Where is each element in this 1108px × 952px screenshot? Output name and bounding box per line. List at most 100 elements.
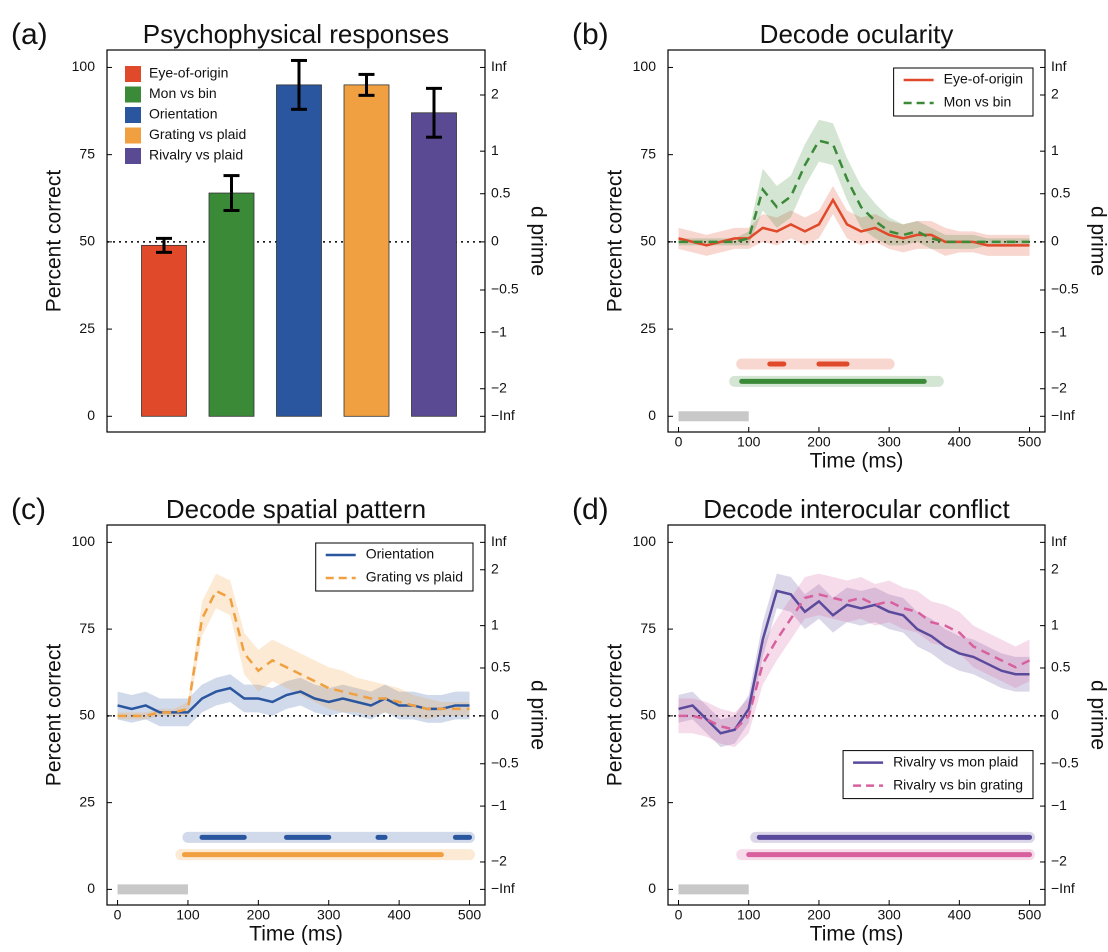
axes-frame xyxy=(106,49,486,433)
y-tick-label: 0 xyxy=(648,407,656,423)
y2-tick-label: 0 xyxy=(491,233,499,249)
y2-tick-label: 0 xyxy=(491,707,499,723)
y2-tick-label: 0 xyxy=(1051,707,1059,723)
legend-label: Rivalry vs bin grating xyxy=(893,776,1023,792)
panel-label: (c) xyxy=(11,493,46,526)
panel-label: (a) xyxy=(11,18,48,51)
y2-tick-label: Inf xyxy=(1051,533,1067,549)
bar xyxy=(411,112,457,417)
y2-axis-label: d prime xyxy=(1086,206,1108,276)
y2-tick-label: 2 xyxy=(491,86,499,102)
bar xyxy=(343,84,390,417)
legend-swatch xyxy=(125,86,141,103)
stimulus-bar xyxy=(678,411,749,422)
y2-tick-label: −Inf xyxy=(491,880,515,896)
x-tick-label: 300 xyxy=(877,434,901,450)
y2-tick-label: −1 xyxy=(491,797,507,813)
y2-tick-label: 0.5 xyxy=(491,184,511,200)
y2-tick-label: −Inf xyxy=(1051,407,1075,423)
x-tick-label: 400 xyxy=(948,907,972,923)
legend-label: Mon vs bin xyxy=(149,85,217,101)
panel-label: (b) xyxy=(572,18,609,51)
y-tick-label: 75 xyxy=(79,145,95,161)
error-bar xyxy=(426,86,442,139)
legend-label: Eye-of-origin xyxy=(149,65,228,81)
y-axis-label: Percent correct xyxy=(604,644,627,787)
legend: Rivalry vs mon plaid Rivalry vs bin grati… xyxy=(842,750,1034,800)
y-tick-label: 75 xyxy=(640,620,656,636)
y2-axis-label: d prime xyxy=(1086,680,1108,750)
legend-label: Rivalry vs plaid xyxy=(149,147,243,163)
y2-tick-label: 1 xyxy=(491,616,499,632)
y-tick-label: 100 xyxy=(633,533,657,549)
bar xyxy=(276,84,322,417)
y2-tick-label: −2 xyxy=(1051,379,1067,395)
y2-tick-label: Inf xyxy=(1051,58,1067,74)
x-axis-label: Time (ms) xyxy=(249,923,343,946)
y2-tick-label: 1 xyxy=(1051,142,1059,158)
x-tick-label: 200 xyxy=(247,907,271,923)
y-tick-label: 50 xyxy=(640,233,656,249)
y2-tick-label: 2 xyxy=(1051,560,1059,576)
confidence-band xyxy=(678,186,1030,256)
x-tick-label: 0 xyxy=(675,434,683,450)
y-tick-label: 50 xyxy=(79,233,95,249)
y2-tick-label: −Inf xyxy=(491,407,515,423)
legend-label: Eye-of-origin xyxy=(944,71,1023,87)
y-tick-label: 0 xyxy=(648,880,656,896)
error-bar xyxy=(291,58,307,111)
y2-tick-label: 2 xyxy=(1051,86,1059,102)
y-tick-label: 100 xyxy=(72,533,96,549)
stimulus-bar xyxy=(117,884,188,895)
y-tick-label: 75 xyxy=(79,620,95,636)
error-bar xyxy=(358,72,375,97)
legend-label: Grating vs plaid xyxy=(149,126,246,142)
legend-label: Mon vs bin xyxy=(944,94,1012,110)
y-tick-label: 25 xyxy=(640,320,656,336)
confidence-band xyxy=(678,573,1030,748)
series-line xyxy=(678,197,1030,247)
y2-tick-label: 2 xyxy=(491,560,499,576)
x-tick-label: 100 xyxy=(737,434,761,450)
x-tick-label: 0 xyxy=(114,907,122,923)
y2-axis-label: d prime xyxy=(526,206,549,276)
chart-title: Psychophysical responses xyxy=(143,19,449,49)
legend-label: Grating vs plaid xyxy=(366,569,463,585)
y-tick-label: 25 xyxy=(79,793,95,809)
confidence-band xyxy=(117,674,470,727)
y2-tick-label: Inf xyxy=(491,533,507,549)
legend: Orientation Grating vs plaid xyxy=(315,542,474,592)
x-tick-label: 500 xyxy=(458,907,482,923)
series-line xyxy=(678,139,1030,244)
legend: Eye-of-origin Mon vs bin xyxy=(893,67,1034,117)
y2-axis-label: d prime xyxy=(526,680,549,750)
bar xyxy=(208,192,255,417)
chart-title: Decode ocularity xyxy=(760,19,954,49)
y2-tick-label: −1 xyxy=(1051,323,1067,339)
y2-tick-label: −1 xyxy=(1051,797,1067,813)
x-tick-label: 400 xyxy=(948,434,972,450)
y2-tick-label: −0.5 xyxy=(491,281,519,297)
legend-label: Orientation xyxy=(149,106,217,122)
error-bar xyxy=(223,174,240,212)
y-tick-label: 100 xyxy=(72,58,96,74)
confidence-band xyxy=(678,119,1030,249)
x-tick-label: 0 xyxy=(675,907,683,923)
y2-tick-label: −2 xyxy=(491,853,507,869)
y2-tick-label: −0.5 xyxy=(1051,754,1079,770)
y2-tick-label: −2 xyxy=(1051,853,1067,869)
x-tick-label: 200 xyxy=(807,907,831,923)
x-tick-label: 300 xyxy=(877,907,901,923)
y-tick-label: 75 xyxy=(640,145,656,161)
x-tick-label: 200 xyxy=(807,434,831,450)
axes-frame xyxy=(106,524,486,906)
x-tick-label: 400 xyxy=(387,907,411,923)
stimulus-bar xyxy=(678,884,749,895)
y2-tick-label: −0.5 xyxy=(491,754,519,770)
y2-tick-label: 0.5 xyxy=(1051,659,1071,675)
y2-tick-label: 1 xyxy=(1051,616,1059,632)
axes-frame xyxy=(667,49,1046,433)
x-tick-label: 100 xyxy=(737,907,761,923)
x-axis-label: Time (ms) xyxy=(810,450,904,473)
